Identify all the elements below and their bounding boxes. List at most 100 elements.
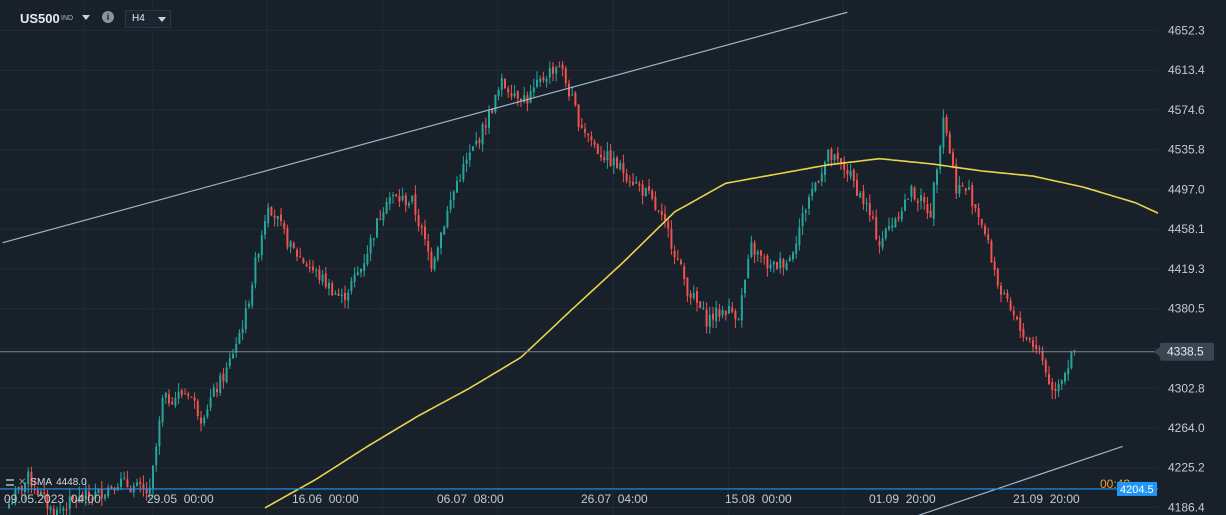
candle-body (968, 187, 970, 190)
candle-body (996, 268, 999, 286)
candle-body (436, 247, 439, 260)
candle-body (104, 494, 106, 499)
candle-body (417, 215, 420, 227)
candle-body (36, 489, 39, 496)
candle-body (84, 490, 87, 501)
candle-body (305, 264, 308, 267)
candle-body (17, 486, 20, 490)
candle-body (350, 280, 353, 292)
candle-body (843, 161, 846, 170)
candle-body (331, 283, 334, 296)
candle-body (811, 188, 814, 197)
candle-body (814, 182, 817, 191)
candle-body (200, 417, 202, 424)
candle-body (993, 261, 996, 271)
symbol-dropdown-chevron-icon[interactable] (82, 15, 90, 20)
candle-body (987, 234, 990, 241)
candle-body (974, 204, 977, 209)
candle-body (414, 194, 417, 215)
candle-body (475, 140, 478, 145)
candle-body (1032, 340, 1034, 347)
info-icon[interactable]: i (102, 11, 114, 23)
candle-body (683, 266, 686, 280)
y-tick-label: 4419.3 (1168, 262, 1205, 276)
candle-body (747, 258, 750, 279)
candle-body (65, 509, 68, 511)
candle-body (280, 214, 282, 221)
y-tick-label: 4225.2 (1168, 461, 1205, 475)
y-tick-label: 4652.3 (1168, 23, 1205, 37)
candle-body (788, 257, 791, 261)
candle-body (56, 509, 58, 515)
candle-body (1038, 348, 1041, 350)
candle-body (820, 173, 823, 182)
candle-body (449, 200, 452, 210)
chart-toolbar: US500 IND i H4 (0, 0, 400, 36)
candle-body (859, 192, 862, 198)
sma-name: SMA (30, 477, 53, 488)
candle-body (203, 417, 206, 424)
candle-body (43, 492, 46, 495)
candle-body (27, 471, 30, 485)
x-tick-label: 15.08 00:00 (725, 492, 792, 506)
candle-body (123, 477, 126, 479)
candle-body (728, 305, 730, 314)
level-price-label: 4204.5 (1120, 484, 1154, 496)
timeframe-select[interactable]: H4 (125, 10, 171, 28)
timeframe-chevron-icon[interactable] (158, 17, 166, 22)
candle-body (644, 187, 647, 196)
x-tick-label: 29.05 00:00 (147, 492, 214, 506)
candle-body (513, 92, 516, 97)
candle-body (452, 191, 455, 200)
candle-body (891, 225, 894, 228)
candle-body (772, 261, 775, 265)
candle-body (248, 303, 250, 307)
candle-body (315, 269, 318, 271)
timeframe-value: H4 (132, 13, 145, 24)
candle-body (628, 181, 631, 183)
close-indicator-icon[interactable]: ✕ (18, 477, 27, 488)
x-tick-label: 26.07 04:00 (581, 492, 648, 506)
candle-body (625, 173, 628, 182)
candle-body (222, 373, 225, 382)
candle-body (145, 488, 148, 494)
symbol-name[interactable]: US500 (20, 11, 60, 26)
candle-body (24, 482, 26, 492)
candle-body (862, 190, 865, 205)
candle-body (190, 396, 193, 398)
candle-body (916, 200, 919, 203)
candle-body (971, 185, 974, 207)
candle-body (267, 207, 270, 224)
candle-body (804, 210, 807, 213)
candle-body (964, 188, 967, 191)
current-price-badge-arrow (1154, 346, 1160, 357)
candle-body (929, 210, 932, 218)
candle-body (555, 67, 558, 74)
candle-body (529, 91, 532, 103)
candle-body (78, 495, 81, 503)
candle-body (11, 503, 14, 505)
candle-body (388, 197, 391, 204)
candle-body (782, 259, 785, 268)
candle-body (536, 79, 538, 87)
candle-body (52, 509, 55, 515)
candle-body (731, 307, 734, 313)
legend-settings-icon[interactable] (6, 479, 14, 486)
candle-body (798, 227, 801, 246)
candle-body (667, 221, 670, 229)
candle-body (68, 496, 71, 509)
candle-body (596, 144, 599, 154)
x-tick-label: 01.09 20:00 (869, 492, 936, 506)
candle-body (107, 487, 110, 497)
candle-body (244, 308, 247, 330)
candle-body (1054, 389, 1057, 391)
candle-body (616, 157, 618, 168)
candle-body (180, 390, 183, 396)
candle-body (360, 269, 362, 273)
symbol-type: IND (61, 15, 74, 22)
candle-body (568, 83, 570, 97)
candle-body (462, 164, 465, 180)
candle-body (187, 393, 190, 396)
candle-body (977, 207, 980, 218)
